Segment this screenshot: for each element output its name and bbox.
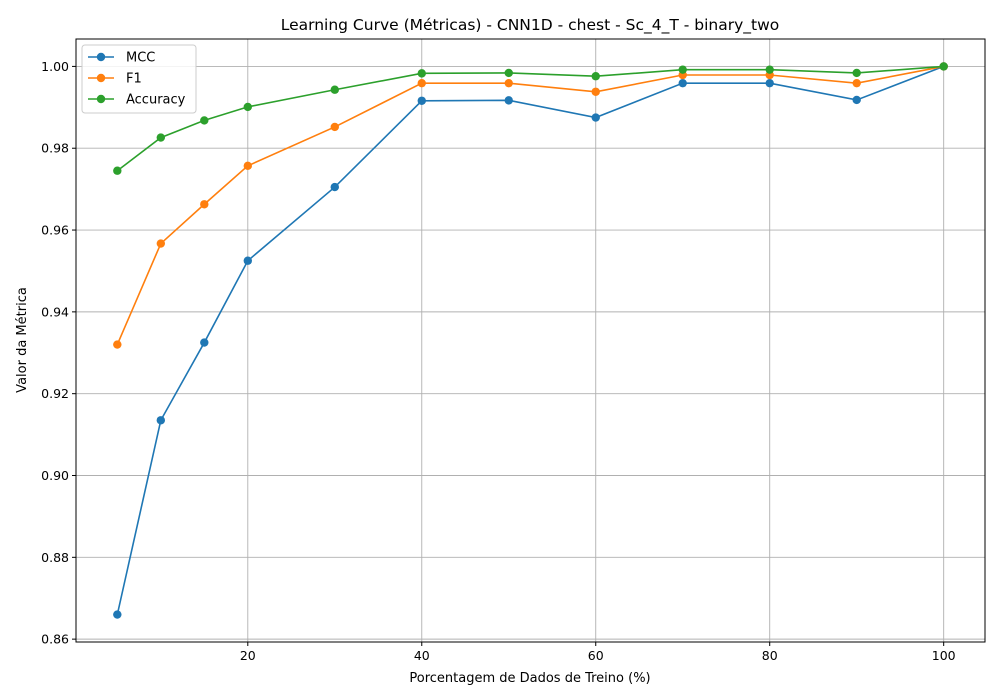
legend-marker [96,94,106,104]
legend-item-f1: F1 [88,72,142,87]
legend-box [81,44,197,114]
legend-item-mcc: MCC [88,51,155,66]
series-accuracy [113,62,948,175]
data-point-accuracy [330,85,339,94]
series-line-f1 [116,65,944,345]
axis-ticks: 20 40 60 80 100 0.86 0.88 0.90 0.92 0.94 0.96 0.98 1… [41,59,956,663]
legend: MCC F1 Accuracy [81,44,197,114]
data-point-accuracy [156,133,166,142]
data-point-f1 [504,78,513,88]
data-point-f1 [417,78,426,88]
data-point-accuracy [113,166,122,175]
data-point-f1 [330,122,339,132]
data-point-accuracy [765,65,774,74]
data-point-accuracy [243,102,252,112]
y-tick-label: 0.94 [41,304,69,319]
y-tick-label: 0.88 [41,550,69,565]
data-point-f1 [852,78,861,88]
x-tick-label: 100 [932,648,956,663]
y-tick-label: 0.92 [41,386,69,401]
data-point-mcc [200,338,209,347]
series-mcc [113,62,948,619]
x-tick-label: 60 [588,648,604,663]
y-tick-label: 0.96 [41,223,69,238]
data-point-mcc [591,113,600,122]
series-f1 [113,62,948,349]
data-point-accuracy [504,68,513,78]
legend-marker [96,73,106,83]
x-tick-label: 80 [762,648,778,663]
data-point-accuracy [200,116,209,125]
data-point-f1 [156,239,166,248]
y-axis-label: Valor da Métrica [15,287,30,393]
data-point-accuracy [591,72,600,81]
series-layer [113,62,948,619]
data-point-mcc [765,78,774,88]
data-point-f1 [113,340,122,349]
data-point-accuracy [852,68,861,78]
legend-label: MCC [126,51,155,66]
data-point-f1 [591,87,600,96]
data-point-mcc [417,96,426,105]
data-point-mcc [852,95,861,105]
y-tick-label: 1.00 [41,59,69,74]
series-line-mcc [116,65,944,615]
x-tick-label: 20 [240,648,256,663]
y-tick-label: 0.90 [41,468,69,483]
legend-label: F1 [126,72,142,87]
data-point-mcc [243,256,252,265]
data-point-mcc [156,416,166,425]
legend-marker [96,52,106,62]
grid [76,39,985,642]
data-point-mcc [678,78,687,88]
data-point-mcc [504,96,513,105]
x-axis-label: Porcentagem de Dados de Treino (%) [409,671,650,686]
series-line-accuracy [116,65,944,172]
chart-title: Learning Curve (Métricas) - CNN1D - ches… [281,16,780,35]
legend-item-accuracy: Accuracy [88,93,186,108]
data-point-f1 [200,200,209,209]
data-point-f1 [243,161,252,171]
data-point-accuracy [678,65,687,74]
legend-label: Accuracy [126,93,186,108]
plot-frame [75,38,986,643]
data-point-accuracy [417,69,426,78]
y-tick-label: 0.86 [41,632,69,647]
data-point-mcc [330,182,339,192]
y-tick-label: 0.98 [41,141,69,156]
data-point-accuracy [939,62,948,71]
data-point-mcc [113,610,122,619]
x-tick-label: 40 [414,648,430,663]
